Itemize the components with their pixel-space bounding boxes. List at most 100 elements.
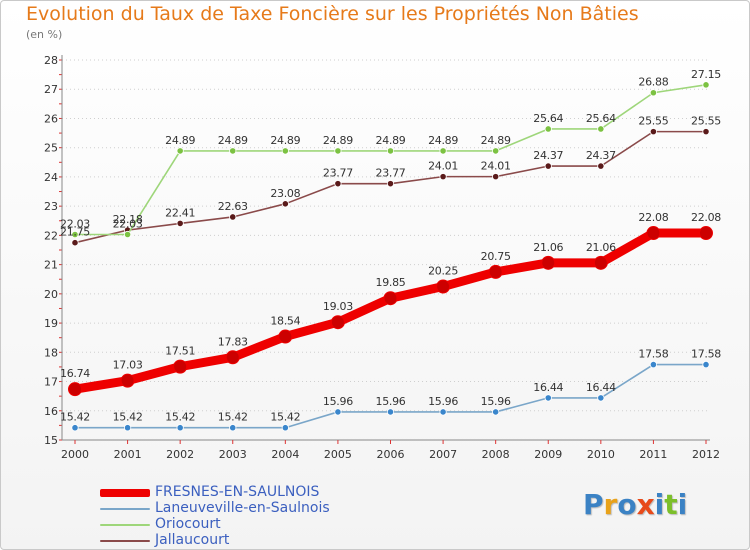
legend-swatch (100, 524, 150, 526)
data-point (544, 394, 552, 402)
legend-item: FRESNES-EN-SAULNOIS (100, 484, 400, 501)
data-label: 24.89 (323, 134, 353, 147)
x-tick-label: 2002 (166, 448, 194, 461)
data-label: 27.15 (691, 68, 721, 81)
x-tick-label: 2012 (692, 448, 720, 461)
data-point (334, 408, 342, 416)
data-point (334, 147, 342, 155)
y-tick-label: 20 (44, 288, 58, 301)
x-tick-label: 2003 (219, 448, 247, 461)
data-point (386, 180, 395, 188)
data-label: 24.89 (376, 134, 406, 147)
data-point (597, 162, 605, 170)
line-chart: 15 16 17 18 19 20 21 22 23 24 25 26 27 28 2000 2001 2002… (44, 54, 722, 461)
proxiti-logo: Proxiti (583, 488, 688, 521)
data-label: 17.03 (113, 359, 143, 372)
data-point (71, 230, 79, 239)
data-label: 24.89 (481, 134, 511, 147)
data-label: 21.06 (586, 241, 616, 254)
y-tick-label: 21 (44, 259, 58, 272)
data-point (544, 125, 552, 133)
data-point (488, 264, 503, 279)
legend-label: Jallaucourt (155, 532, 230, 548)
data-point (334, 180, 342, 188)
y-tick-label: 25 (44, 142, 58, 155)
data-label: 15.42 (60, 411, 90, 424)
data-point (173, 359, 188, 374)
data-point (436, 279, 451, 294)
x-tick-label: 2004 (271, 448, 299, 461)
data-label: 24.89 (218, 134, 248, 147)
data-label: 15.42 (218, 411, 248, 424)
data-label: 19.85 (376, 276, 406, 289)
data-label: 20.75 (481, 250, 511, 263)
data-label: 25.64 (533, 112, 563, 125)
y-tick-label: 16 (44, 405, 58, 418)
data-label: 23.77 (376, 167, 406, 180)
data-point (702, 128, 710, 136)
y-tick-label: 27 (44, 83, 58, 96)
y-tick-label: 19 (44, 317, 58, 330)
x-tick-label: 2006 (377, 448, 405, 461)
legend-label: Oriocourt (155, 516, 221, 532)
y-tick-label: 18 (44, 346, 58, 359)
data-label: 21.06 (533, 241, 563, 254)
data-point (229, 147, 237, 155)
data-label: 25.64 (586, 112, 616, 125)
data-point (176, 219, 184, 227)
data-label: 24.89 (270, 134, 300, 147)
data-point (281, 200, 289, 208)
data-point (281, 424, 289, 432)
data-label: 24.37 (533, 149, 563, 162)
data-point (597, 394, 605, 402)
data-label: 15.96 (376, 395, 406, 408)
data-point (71, 239, 79, 247)
data-label: 17.83 (218, 335, 248, 348)
data-point (120, 373, 135, 388)
y-tick-label: 17 (44, 376, 58, 389)
data-label: 23.77 (323, 167, 353, 180)
x-tick-label: 2005 (324, 448, 352, 461)
y-tick-label: 26 (44, 112, 58, 125)
data-point (439, 173, 447, 181)
data-point (492, 173, 500, 181)
data-label: 16.74 (60, 367, 90, 380)
chart-title: Evolution du Taux de Taxe Foncière sur l… (26, 3, 639, 25)
legend-swatch (100, 508, 150, 510)
data-label: 17.58 (691, 348, 721, 361)
data-point (123, 230, 132, 239)
data-label: 22.41 (165, 206, 195, 219)
data-label: 15.42 (113, 411, 143, 424)
data-point (229, 213, 237, 221)
x-tick-label: 2010 (587, 448, 615, 461)
x-tick-label: 2001 (114, 448, 142, 461)
data-label: 18.54 (270, 315, 300, 328)
x-tick-label: 2000 (61, 448, 89, 461)
series-line (70, 228, 711, 394)
legend-swatch (100, 489, 150, 497)
data-label: 15.42 (165, 411, 195, 424)
legend-item: Laneuveville-en-Saulnois (100, 500, 400, 517)
data-point (649, 360, 658, 369)
data-point (649, 89, 658, 97)
x-tick-label: 2011 (639, 448, 667, 461)
y-tick-label: 24 (44, 171, 58, 184)
data-label: 24.01 (481, 160, 511, 173)
data-point (541, 255, 556, 270)
data-label: 17.51 (165, 345, 195, 358)
data-label: 25.55 (638, 115, 668, 128)
chart-subtitle: (en %) (26, 28, 63, 41)
data-label: 24.01 (428, 160, 458, 173)
data-point (439, 147, 447, 155)
data-label: 23.08 (270, 187, 300, 200)
data-point (544, 162, 552, 170)
y-tick-label: 22 (44, 229, 58, 242)
x-tick-label: 2007 (429, 448, 457, 461)
data-point (439, 408, 447, 416)
data-label: 21.75 (60, 226, 90, 239)
data-point (68, 382, 82, 397)
data-point (649, 128, 658, 136)
data-label: 22.03 (60, 218, 90, 231)
data-point (699, 226, 713, 241)
